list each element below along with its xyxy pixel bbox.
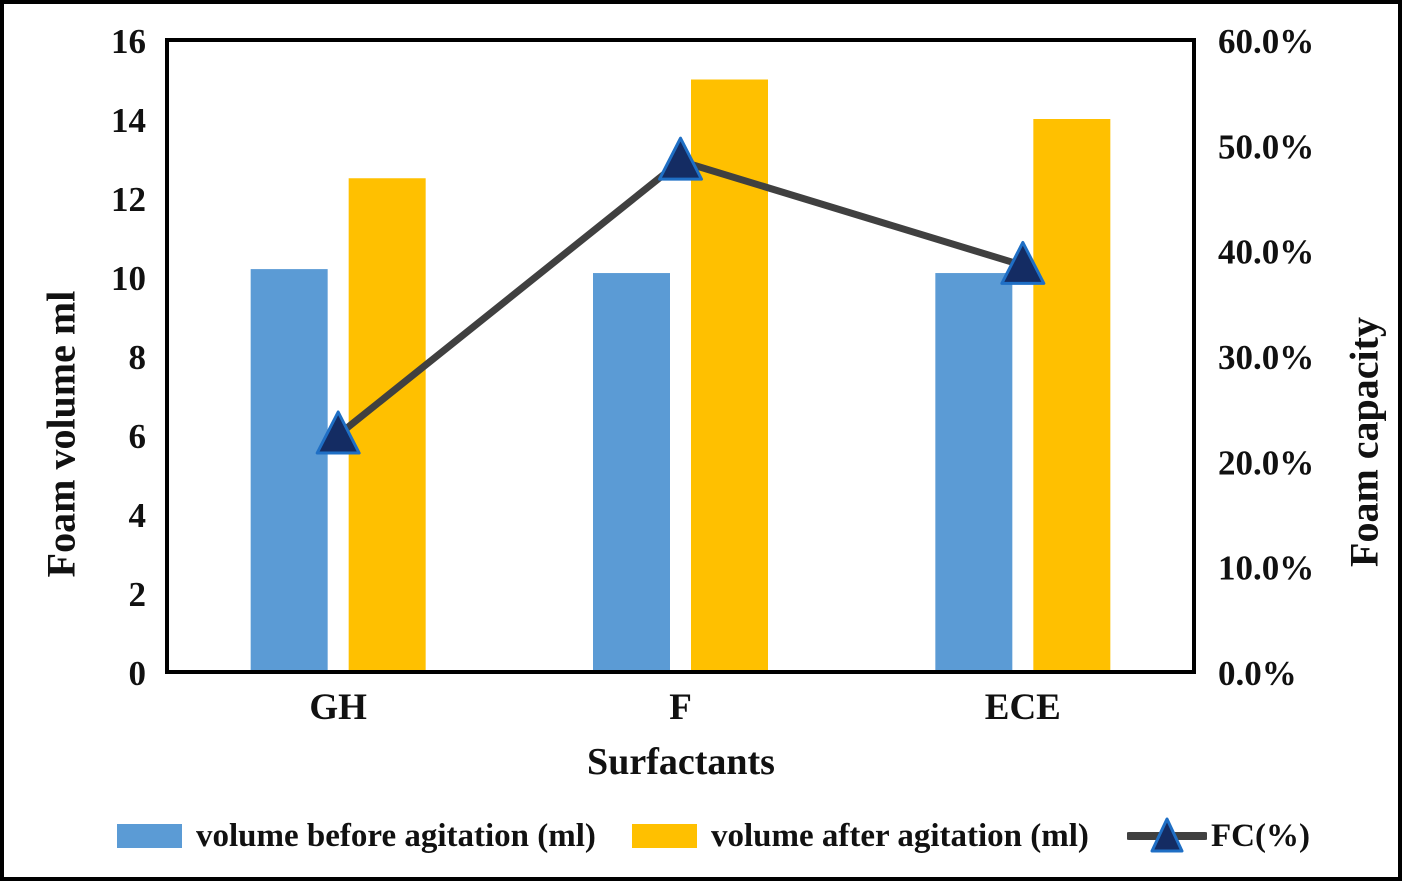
right-tick-10.0%: 10.0%: [1218, 549, 1314, 588]
bar-before-GH: [250, 269, 328, 672]
legend-item-fc: FC(%): [1125, 812, 1310, 860]
right-tick-50.0%: 50.0%: [1218, 127, 1314, 166]
bar-before-ECE: [935, 273, 1013, 672]
right-tick-60.0%: 60.0%: [1218, 22, 1314, 61]
x-tick-F: F: [669, 687, 692, 728]
left-tick-10: 10: [111, 259, 146, 298]
legend-item-volume-after: volume after agitation (ml): [632, 812, 1089, 860]
left-tick-14: 14: [111, 101, 146, 140]
left-tick-8: 8: [129, 338, 147, 377]
left-tick-12: 12: [111, 180, 146, 219]
fc-line: [335, 157, 1024, 438]
plot-frame: [165, 38, 1196, 674]
legend-item-volume-before: volume before agitation (ml): [117, 812, 596, 860]
left-tick-16: 16: [111, 22, 146, 61]
right-tick-0.0%: 0.0%: [1218, 654, 1297, 693]
x-tick-ECE: ECE: [985, 687, 1061, 728]
right-axis-title: Foam capacity: [1341, 317, 1387, 567]
left-tick-4: 4: [129, 496, 147, 535]
legend-fc-triangle-icon: [1150, 817, 1184, 853]
legend-label-fc: FC(%): [1211, 817, 1310, 854]
fc-marker-GH: [315, 410, 361, 455]
fc-marker-F: [658, 136, 703, 181]
bar-after-ECE: [1033, 119, 1111, 672]
fc-marker-ECE: [1000, 240, 1046, 285]
legend-label-volume-before: volume before agitation (ml): [196, 817, 596, 854]
legend-swatch-volume-before: [117, 824, 182, 848]
right-tick-40.0%: 40.0%: [1218, 233, 1314, 272]
legend-label-volume-after: volume after agitation (ml): [711, 817, 1089, 854]
x-tick-GH: GH: [309, 687, 367, 728]
combo-chart-plot: 0 2 4 6 8 10 12 14 16 0.0% 10.0% 20.0% 30.0% 40.0% 50.…: [111, 22, 1314, 728]
right-tick-20.0%: 20.0%: [1218, 443, 1314, 482]
legend-swatch-volume-after: [632, 824, 697, 848]
left-tick-0: 0: [129, 654, 147, 693]
right-tick-30.0%: 30.0%: [1218, 338, 1314, 377]
left-axis-title: Foam volume ml: [38, 290, 84, 578]
bar-before-F: [593, 273, 670, 672]
x-axis-title: Surfactants: [587, 741, 775, 783]
left-tick-2: 2: [129, 575, 147, 614]
bar-after-GH: [348, 178, 426, 672]
left-tick-6: 6: [129, 417, 147, 456]
legend-line-marker-sample: [1125, 814, 1209, 858]
